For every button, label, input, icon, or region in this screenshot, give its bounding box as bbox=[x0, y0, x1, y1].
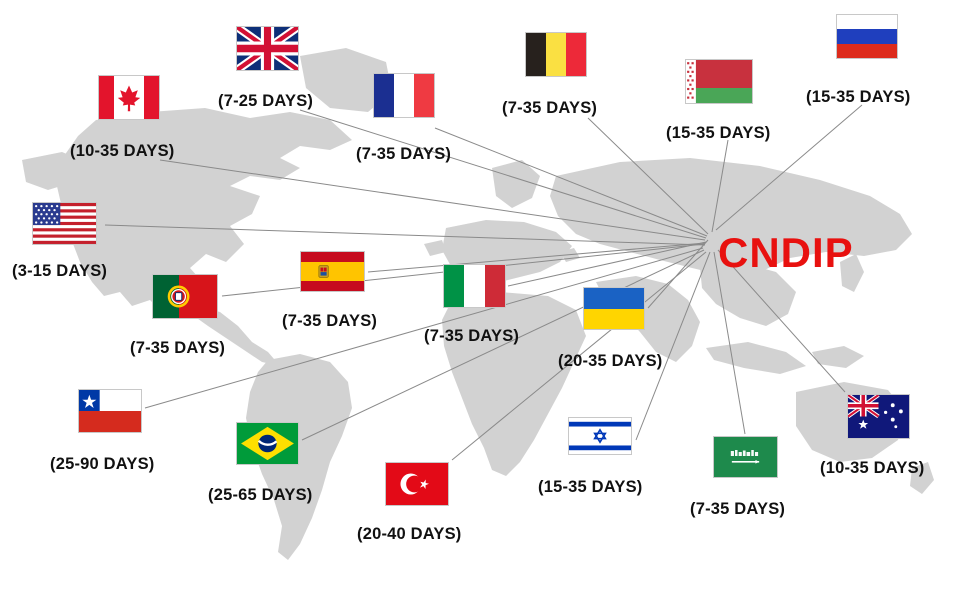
flag-fr bbox=[373, 73, 435, 118]
flag-be bbox=[525, 32, 587, 77]
connector-line bbox=[713, 251, 746, 435]
flag-ru bbox=[836, 14, 898, 59]
delivery-time-label: (7-35 DAYS) bbox=[502, 99, 598, 117]
connector-line bbox=[104, 224, 706, 246]
delivery-time-label: (7-35 DAYS) bbox=[690, 500, 786, 518]
flag-cl bbox=[78, 389, 142, 433]
connector-line bbox=[301, 249, 705, 441]
connector-line bbox=[434, 127, 708, 237]
connector-line bbox=[507, 241, 707, 287]
flag-ca bbox=[98, 75, 160, 120]
delivery-time-label: (7-35 DAYS) bbox=[356, 145, 452, 163]
connector-line bbox=[647, 239, 709, 309]
flag-ua bbox=[583, 287, 645, 330]
delivery-time-label: (7-35 DAYS) bbox=[282, 312, 378, 330]
delivery-time-label: (20-35 DAYS) bbox=[558, 352, 663, 370]
connector-line bbox=[717, 249, 846, 393]
flag-pt bbox=[152, 274, 218, 319]
flag-il bbox=[568, 417, 632, 455]
delivery-time-label: (15-35 DAYS) bbox=[538, 478, 643, 496]
flag-br bbox=[236, 422, 299, 465]
flag-es bbox=[300, 251, 365, 292]
flag-it bbox=[443, 264, 506, 308]
delivery-time-label: (15-35 DAYS) bbox=[666, 124, 771, 142]
connector-line bbox=[711, 139, 729, 233]
connector-line bbox=[159, 159, 706, 241]
flag-us bbox=[32, 202, 97, 245]
connector-line bbox=[635, 251, 711, 441]
delivery-time-label: (3-15 DAYS) bbox=[12, 262, 108, 280]
delivery-time-label: (7-35 DAYS) bbox=[130, 339, 226, 357]
flag-au bbox=[847, 394, 910, 439]
connector-line bbox=[367, 242, 706, 273]
connector-line bbox=[715, 104, 863, 231]
flag-sa bbox=[713, 436, 778, 478]
connector-line bbox=[144, 247, 704, 409]
connector-line bbox=[451, 251, 707, 461]
delivery-time-label: (10-35 DAYS) bbox=[820, 459, 925, 477]
connector-line bbox=[587, 117, 709, 235]
flag-gb bbox=[236, 26, 299, 71]
delivery-time-label: (7-35 DAYS) bbox=[424, 327, 520, 345]
delivery-time-label: (10-35 DAYS) bbox=[70, 142, 175, 160]
flag-tr bbox=[385, 462, 449, 506]
delivery-time-label: (20-40 DAYS) bbox=[357, 525, 462, 543]
connector-line bbox=[299, 109, 707, 239]
hub-label: CNDIP bbox=[718, 229, 854, 276]
flag-by bbox=[685, 59, 753, 104]
delivery-time-label: (7-25 DAYS) bbox=[218, 92, 314, 110]
delivery-time-label: (25-65 DAYS) bbox=[208, 486, 313, 504]
delivery-time-label: (15-35 DAYS) bbox=[806, 88, 911, 106]
delivery-time-label: (25-90 DAYS) bbox=[50, 455, 155, 473]
